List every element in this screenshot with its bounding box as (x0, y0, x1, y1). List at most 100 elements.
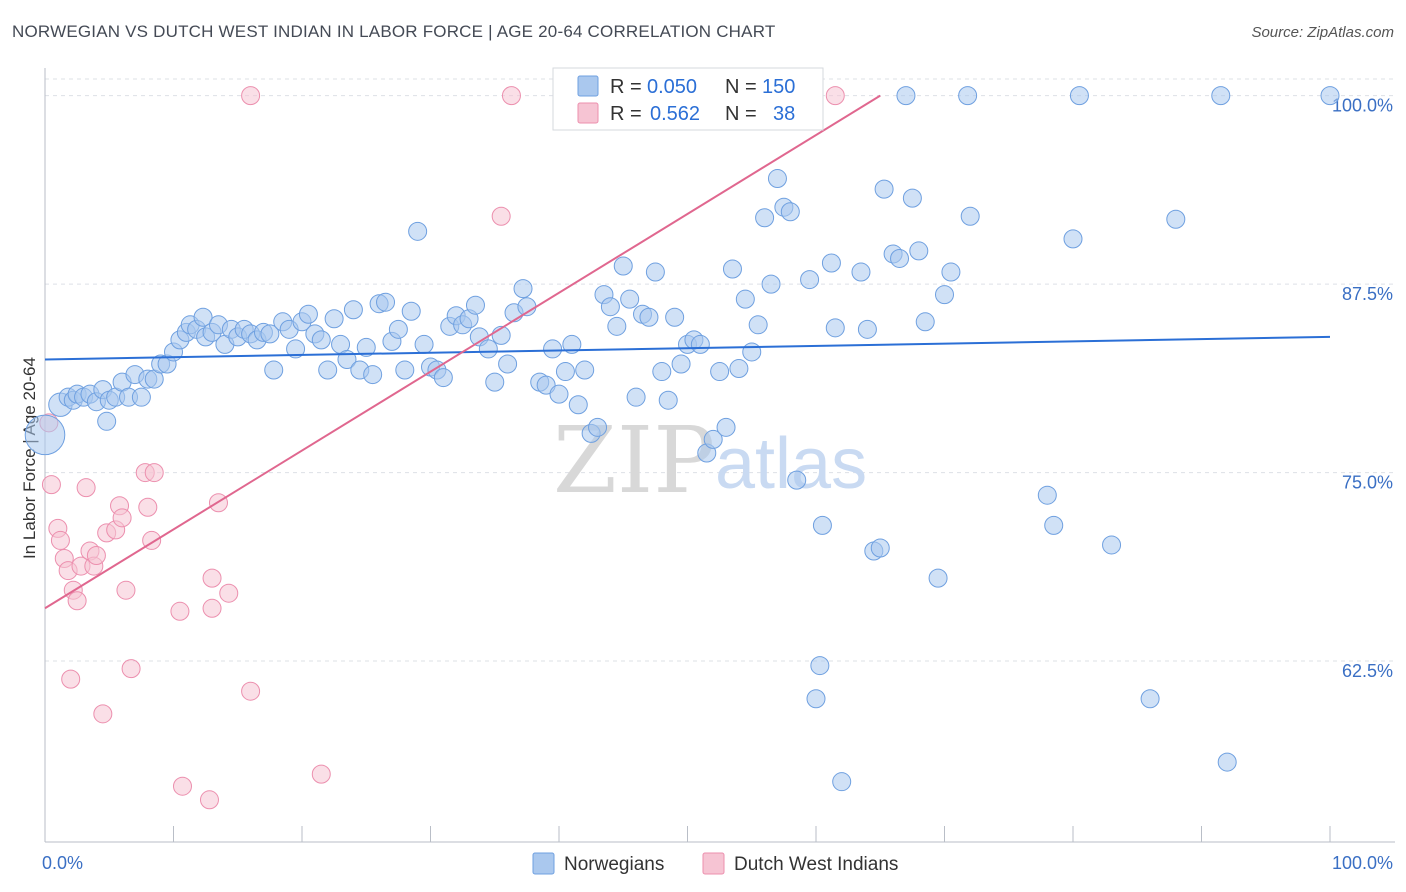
norwegians-point (821, 253, 841, 273)
dutch-west-indians-point (61, 669, 81, 689)
norwegians-point (376, 292, 396, 312)
norwegians-point (742, 342, 762, 362)
norwegians-point (645, 262, 665, 282)
y-tick-label: 75.0% (1342, 473, 1393, 493)
norwegians-point (260, 324, 280, 344)
norwegians-point (810, 656, 830, 676)
dutch-west-indians-point (311, 764, 331, 784)
norwegians-point (665, 307, 685, 327)
norwegians-point (671, 354, 691, 374)
norwegians-point (1069, 86, 1089, 106)
dutch-west-indians-point (170, 601, 190, 621)
norwegians-point (568, 395, 588, 415)
norwegians-point (408, 221, 428, 241)
norwegians-point (356, 337, 376, 357)
dutch-west-indians-point (241, 86, 261, 106)
norwegians-point (588, 417, 608, 437)
watermark-atlas: atlas (715, 424, 867, 504)
dutch-west-indians-point (121, 659, 141, 679)
legend-n-label-norwegians: N = (725, 76, 757, 98)
norwegians-point (812, 515, 832, 535)
norwegians-point (562, 334, 582, 354)
legend-r-value-norwegians: 0.050 (647, 76, 697, 98)
norwegians-point (465, 295, 485, 315)
norwegians-point (748, 315, 768, 335)
norwegians-point (433, 368, 453, 388)
norwegians-point (800, 270, 820, 290)
norwegians-point (343, 300, 363, 320)
norwegians-point (607, 316, 627, 336)
norwegians-point (935, 285, 954, 305)
norwegians-point (498, 354, 518, 374)
norwegians-point (513, 279, 533, 299)
norwegians-point (1211, 86, 1231, 106)
norwegians-point (716, 417, 736, 437)
norwegians-point (543, 339, 563, 359)
norwegians-point (264, 360, 284, 380)
norwegians-point (388, 319, 408, 339)
norwegians-point (729, 359, 749, 379)
norwegians-point (761, 274, 781, 294)
x-tick-label-max: 100.0% (1332, 853, 1393, 873)
norwegians-point (1320, 86, 1340, 106)
watermark-zip: ZIP (553, 407, 715, 514)
dutch-west-indians-point (144, 463, 164, 483)
norwegians-point (193, 307, 213, 327)
norwegians-point (690, 334, 710, 354)
norwegians-point (755, 208, 775, 228)
bottom-legend-label-norwegians[interactable]: Norwegians (564, 854, 664, 875)
legend-swatch-dutch-west-indians (577, 102, 599, 124)
trend-lines (44, 94, 1331, 610)
y-tick-label: 87.5% (1342, 284, 1393, 304)
norwegians-point (1166, 209, 1186, 229)
norwegians-point (902, 188, 922, 208)
norwegians-point (613, 256, 633, 276)
norwegians-point (318, 360, 338, 380)
norwegians-point (401, 301, 421, 321)
norwegians-point (832, 772, 852, 792)
y-tick-label: 100.0% (1332, 96, 1393, 116)
correlation-legend: R = 0.050 N = 150 R = 0.562 N = 38 (552, 67, 824, 131)
bottom-legend-swatch-dutch-west-indians[interactable] (702, 852, 725, 875)
legend-r-value-dutch-west-indians: 0.562 (650, 103, 700, 125)
legend-n-value-dutch-west-indians: 38 (773, 103, 795, 125)
dutch-west-indians-point (112, 508, 132, 528)
series-legend: Norwegians Dutch West Indians (532, 852, 898, 875)
dutch-west-indians-point (172, 776, 192, 796)
dutch-west-indians-point (241, 681, 261, 701)
norwegians-point (958, 86, 978, 106)
y-tick-label: 62.5% (1342, 661, 1393, 681)
norwegians-trend-line (44, 335, 1331, 361)
legend-r-label-dutch-west-indians: R = (610, 103, 642, 125)
dutch-west-indians-point (116, 580, 136, 600)
norwegians-point (909, 241, 929, 261)
dutch-west-indians-point (202, 568, 222, 588)
norwegians-point (825, 318, 845, 338)
norwegians-point (131, 387, 151, 407)
norwegians-point (485, 372, 505, 392)
bottom-legend-swatch-norwegians[interactable] (532, 852, 555, 875)
norwegians-point (780, 202, 800, 222)
norwegians-point (806, 689, 826, 709)
y-axis-label: In Labor Force | Age 20-64 (20, 357, 39, 559)
norwegians-point (652, 362, 672, 382)
norwegians-point (414, 334, 434, 354)
dutch-west-indians-point (491, 206, 511, 226)
norwegians-point (639, 307, 659, 327)
source-attribution: Source: ZipAtlas.com (1251, 24, 1394, 41)
bottom-legend-label-dutch-west-indians[interactable]: Dutch West Indians (734, 854, 898, 875)
norwegians-point (286, 339, 306, 359)
norwegians-point (896, 86, 916, 106)
norwegians-point (311, 330, 331, 350)
norwegians-point (1102, 535, 1122, 555)
norwegians-point (874, 179, 894, 199)
norwegians-point (626, 387, 646, 407)
norwegians-point (600, 297, 620, 317)
norwegians-point (658, 390, 678, 410)
norwegians-points (24, 86, 1340, 792)
norwegians-point (851, 262, 871, 282)
norwegians-point (395, 360, 415, 380)
dutch-west-indians-point (501, 86, 521, 106)
dutch-west-indians-point (93, 704, 113, 724)
